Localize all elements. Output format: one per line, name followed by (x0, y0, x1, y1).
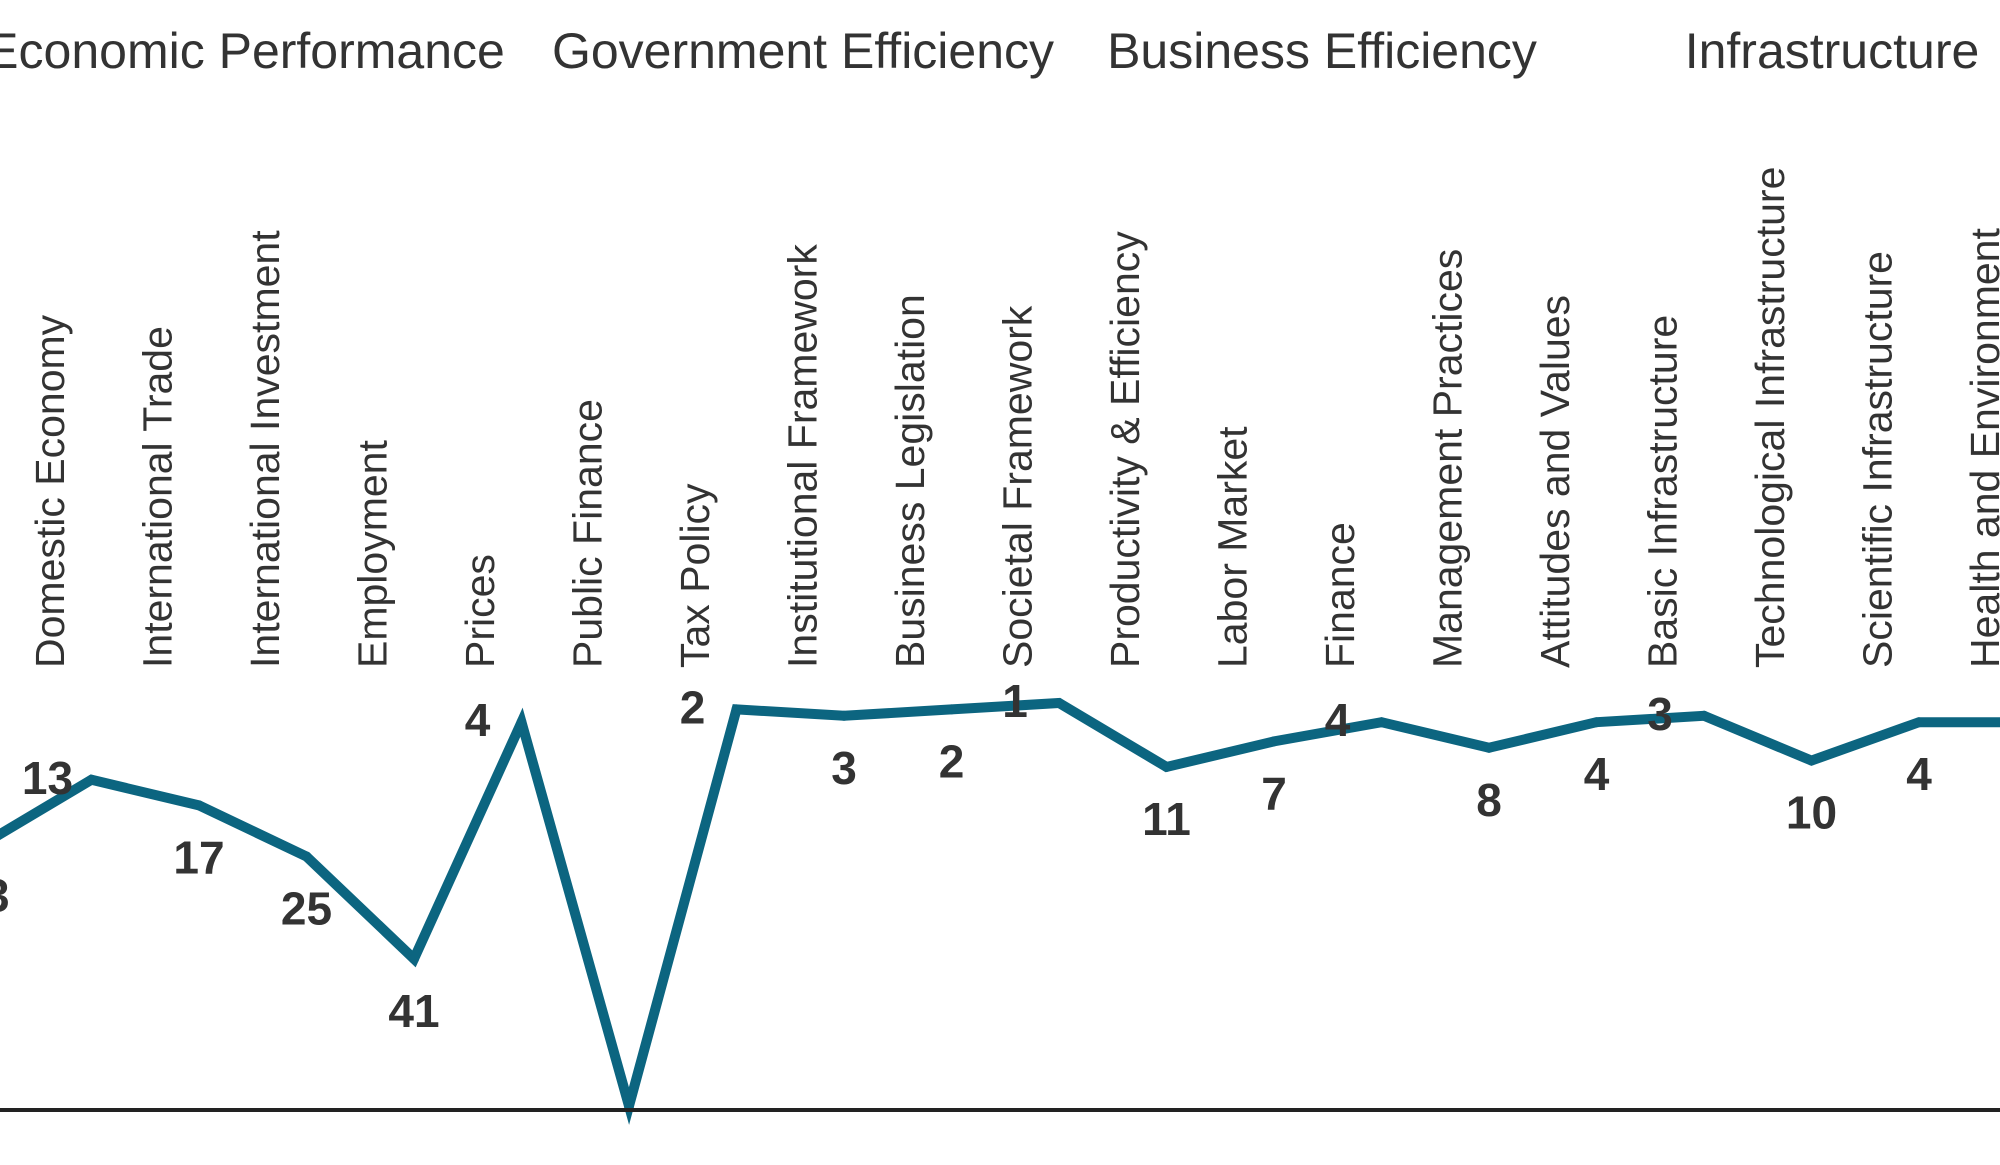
tick-label-tax-policy: Tax Policy (672, 483, 718, 668)
data-point (839, 710, 849, 721)
tick-label-attitudes-and-values: Attitudes and Values (1532, 295, 1578, 668)
tick-label-institutional-framework: Institutional Framework (780, 244, 826, 668)
factor-label-government-efficiency: Government Efficiency (552, 23, 1054, 79)
data-points (86, 698, 1924, 1111)
tick-label-productivity-efficiency: Productivity & Efficiency (1102, 231, 1148, 668)
tick-label-labor-market: Labor Market (1210, 426, 1256, 668)
tick-label-international-investment: International Investment (242, 230, 288, 668)
data-point (1161, 761, 1172, 772)
data-label: 23 (0, 870, 10, 922)
data-label: 3 (831, 742, 857, 794)
data-point (301, 851, 312, 862)
data-point (1699, 710, 1709, 721)
data-label: 41 (388, 985, 439, 1037)
series-line (0, 697, 2000, 1125)
data-point (86, 774, 97, 785)
tick-label-scientific-infrastructure: Scientific Infrastructure (1855, 251, 1901, 668)
data-point (194, 800, 204, 811)
data-point (1914, 717, 1924, 728)
tick-label-public-finance: Public Finance (565, 399, 611, 668)
data-label: 4 (1906, 748, 1932, 800)
data-label: 25 (281, 883, 332, 935)
factor-label-business-efficiency: Business Efficiency (1107, 23, 1537, 79)
tick-label-management-practices: Management Practices (1425, 249, 1471, 668)
data-label: 7 (1261, 767, 1287, 819)
tick-label-employment: Employment (350, 440, 396, 668)
data-point (731, 704, 742, 715)
data-label: 8 (1476, 774, 1502, 826)
data-point (1591, 717, 1602, 728)
data-point (1806, 755, 1817, 766)
data-label: 4 (465, 694, 491, 746)
data-label: 2 (680, 681, 706, 733)
data-label: 3 (1647, 688, 1673, 740)
data-point (1269, 736, 1279, 747)
category-tick-labels: Domestic Economy International Trade Inter… (27, 167, 2000, 668)
tick-label-basic-infrastructure: Basic Infrastructure (1640, 315, 1686, 668)
data-point (516, 717, 527, 728)
factor-header: Economic Performance Government Efficien… (0, 23, 1979, 79)
tick-label-technological-infrastructure: Technological Infrastructure (1747, 167, 1793, 668)
data-point (1484, 742, 1494, 753)
data-label: 1 (1002, 675, 1028, 727)
data-point (1376, 717, 1387, 728)
data-label: 4 (1584, 748, 1610, 800)
data-label: 10 (1786, 787, 1837, 839)
factor-label-economic-performance: Economic Performance (0, 23, 505, 79)
data-point (946, 704, 957, 715)
tick-label-international-trade: International Trade (135, 326, 181, 668)
tick-label-societal-framework: Societal Framework (995, 305, 1041, 668)
tick-label-business-legislation: Business Legislation (887, 294, 933, 668)
data-point (1054, 698, 1064, 708)
data-label: 2 (939, 735, 965, 787)
data-label: 17 (173, 831, 224, 883)
data-value-labels: 23131725414232111748431044 (0, 675, 1932, 1037)
tick-label-finance: Finance (1317, 522, 1363, 668)
tick-label-health-and-environment: Health and Environment (1962, 228, 2000, 668)
factor-label-infrastructure: Infrastructure (1685, 23, 1980, 79)
tick-label-prices: Prices (457, 554, 503, 668)
tick-label-domestic-economy: Domestic Economy (27, 314, 73, 668)
data-label: 4 (1325, 694, 1351, 746)
data-label: 11 (1142, 793, 1191, 845)
data-point (409, 953, 419, 964)
data-label: 13 (22, 752, 73, 804)
